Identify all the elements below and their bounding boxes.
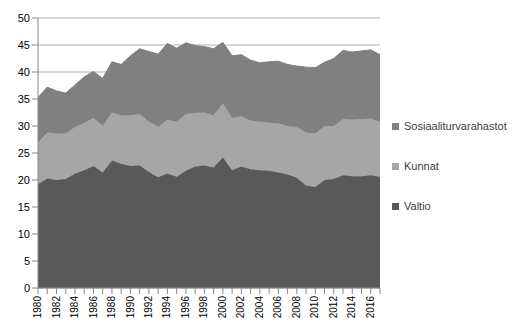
html-text:Valtio: Valtio bbox=[404, 200, 431, 212]
svg-text:0: 0 bbox=[24, 282, 30, 294]
svg-text:20: 20 bbox=[18, 174, 30, 186]
svg-text:2000: 2000 bbox=[217, 296, 228, 319]
svg-text:2014: 2014 bbox=[346, 296, 357, 319]
svg-text:2012: 2012 bbox=[328, 296, 339, 319]
svg-text:1996: 1996 bbox=[180, 296, 191, 319]
svg-text:2010: 2010 bbox=[309, 296, 320, 319]
svg-text:1982: 1982 bbox=[51, 296, 62, 319]
svg-text:45: 45 bbox=[18, 39, 30, 51]
svg-text:15: 15 bbox=[18, 201, 30, 213]
svg-text:5: 5 bbox=[24, 255, 30, 267]
svg-text:50: 50 bbox=[18, 12, 30, 24]
svg-text:1994: 1994 bbox=[162, 296, 173, 319]
svg-text:40: 40 bbox=[18, 66, 30, 78]
svg-text:1984: 1984 bbox=[69, 296, 80, 319]
svg-text:35: 35 bbox=[18, 93, 30, 105]
svg-text:1988: 1988 bbox=[106, 296, 117, 319]
html-text:Sosiaaliturvarahastot: Sosiaaliturvarahastot bbox=[404, 120, 507, 132]
svg-text:1980: 1980 bbox=[32, 296, 43, 319]
svg-text:2006: 2006 bbox=[272, 296, 283, 319]
html-text:Kunnat: Kunnat bbox=[404, 160, 439, 172]
svg-text:2002: 2002 bbox=[235, 296, 246, 319]
svg-text:1992: 1992 bbox=[143, 296, 154, 319]
svg-text:2008: 2008 bbox=[291, 296, 302, 319]
svg-text:30: 30 bbox=[18, 120, 30, 132]
svg-text:10: 10 bbox=[18, 228, 30, 240]
svg-text:25: 25 bbox=[18, 147, 30, 159]
svg-text:1986: 1986 bbox=[88, 296, 99, 319]
svg-text:1990: 1990 bbox=[125, 296, 136, 319]
svg-text:1998: 1998 bbox=[198, 296, 209, 319]
svg-text:2016: 2016 bbox=[365, 296, 376, 319]
svg-text:2004: 2004 bbox=[254, 296, 265, 319]
